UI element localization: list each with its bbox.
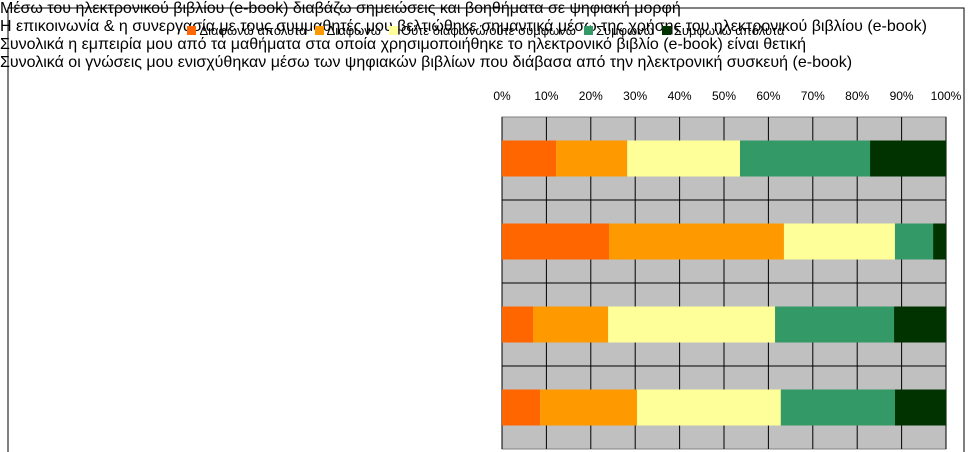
- legend-item: Διαφωνώ: [314, 23, 381, 38]
- legend-swatch: [388, 26, 398, 35]
- x-tick-label: 100%: [931, 89, 962, 103]
- chart-border: [7, 7, 965, 452]
- bar-segment: [627, 140, 740, 177]
- bar-segment: [636, 389, 781, 426]
- bar-segment: [870, 140, 946, 177]
- bar-segment: [608, 306, 776, 343]
- bar-segment: [556, 140, 628, 177]
- x-tick-label: 90%: [890, 89, 914, 103]
- legend-label: Συμφωνώ: [595, 23, 654, 38]
- bar-segment: [609, 223, 784, 260]
- bar-segment: [775, 306, 895, 343]
- bar-segment: [502, 306, 534, 343]
- legend-item: Ούτε διαφωνώ/ούτε συμφωνώ: [388, 23, 576, 38]
- x-tick-label: 20%: [579, 89, 603, 103]
- legend-item: Συμφωνώ απόλυτα: [661, 23, 785, 38]
- legend-label: Διαφωνώ απόλυτα: [199, 23, 307, 38]
- x-tick-label: 10%: [534, 89, 558, 103]
- bar-segment: [540, 389, 637, 426]
- bar-segment: [533, 306, 609, 343]
- bar-segment: [739, 140, 871, 177]
- bar-segment: [933, 223, 946, 260]
- bar-segment: [894, 389, 946, 426]
- legend-item: Συμφωνώ: [583, 23, 654, 38]
- legend-swatch: [583, 26, 593, 35]
- x-tick-label: 80%: [845, 89, 869, 103]
- bar-segment: [780, 389, 895, 426]
- x-tick-label: 50%: [712, 89, 736, 103]
- x-tick-label: 30%: [623, 89, 647, 103]
- category-label: Η επικοινωνία & η συνεργασία με τους συμ…: [0, 18, 927, 35]
- legend-label: Ούτε διαφωνώ/ούτε συμφωνώ: [400, 23, 576, 38]
- legend-swatch: [661, 26, 671, 35]
- bar-segment: [783, 223, 895, 260]
- x-tick-label: 70%: [801, 89, 825, 103]
- legend-swatch: [187, 26, 197, 35]
- bar-segment: [502, 389, 541, 426]
- x-tick-label: 40%: [668, 89, 692, 103]
- category-label: Συνολικά οι γνώσεις μου ενισχύθηκαν μέσω…: [0, 54, 853, 71]
- bar-segment: [502, 140, 557, 177]
- bar-segment: [894, 306, 946, 343]
- legend-label: Συμφωνώ απόλυτα: [673, 23, 785, 38]
- x-tick-label: 0%: [493, 89, 511, 103]
- legend: Διαφωνώ απόλυτα Διαφωνώ Ούτε διαφωνώ/ούτε …: [0, 23, 972, 38]
- bar-segment: [502, 223, 610, 260]
- legend-label: Διαφωνώ: [326, 23, 381, 38]
- category-label: Συνολικά η εμπειρία μου από τα μαθήματα …: [0, 36, 806, 53]
- legend-item: Διαφωνώ απόλυτα: [187, 23, 307, 38]
- legend-swatch: [314, 26, 324, 35]
- bar-segment: [894, 223, 934, 260]
- x-tick-label: 60%: [756, 89, 780, 103]
